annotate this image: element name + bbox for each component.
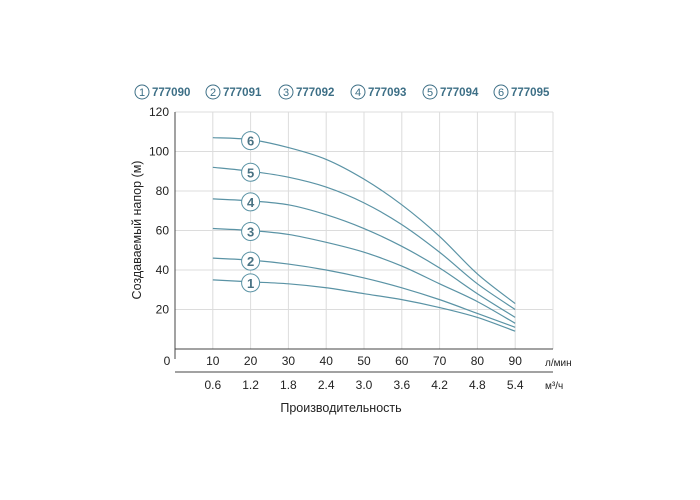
curve-label-number: 2: [247, 254, 254, 269]
curve-label-circle: [241, 162, 261, 182]
x-tick-label-primary: 70: [433, 354, 447, 368]
y-tick-label: 80: [156, 184, 170, 198]
curves: [212, 137, 516, 332]
legend-marker: [134, 84, 150, 100]
y-axis-title: Создаваемый напор (м): [130, 161, 144, 300]
legend-marker: [350, 84, 366, 100]
x-tick-label-secondary: 5.4: [507, 378, 524, 392]
curve-label-number: 6: [247, 134, 254, 149]
x-tick-label-primary: 60: [395, 354, 409, 368]
x-tick-label-primary: 90: [509, 354, 523, 368]
x-tick-label-secondary: 4.2: [431, 378, 448, 392]
x-tick-label-primary: 30: [282, 354, 296, 368]
legend-index: 2: [210, 87, 216, 99]
y-tick-label: 40: [156, 263, 170, 277]
x-tick-label-secondary: 3.0: [356, 378, 373, 392]
x-tick-label-primary: 80: [471, 354, 485, 368]
grid: [175, 111, 554, 349]
performance-curve-3: [212, 227, 516, 324]
x-unit-primary: л/мин: [545, 358, 572, 369]
curve-label-circle: [241, 222, 261, 241]
curve-label-number: 3: [247, 225, 254, 240]
x-tick-label-secondary: 2.4: [318, 378, 335, 392]
x-tick-label-primary: 40: [320, 354, 334, 368]
legend-index: 6: [498, 87, 504, 99]
legend-entry: 777091: [223, 87, 262, 99]
legend-marker: [278, 84, 294, 100]
x-tick-label-secondary: 0.6: [204, 378, 221, 392]
legend-index: 3: [283, 87, 289, 99]
legend-entry: 777094: [440, 87, 479, 99]
legend-marker: [493, 84, 509, 100]
x-tick-label-secondary: 1.2: [242, 378, 259, 392]
x-tick-label-primary: 20: [244, 354, 258, 368]
legend-entry: 777092: [296, 87, 334, 99]
legend-entry: 777090: [152, 87, 190, 99]
x-axis-title: Производительность: [280, 401, 401, 415]
legend-index: 1: [139, 87, 145, 99]
y-tick-label: 60: [156, 224, 170, 238]
legend-entry: 777095: [511, 87, 550, 99]
legend: 1 777090 2 777091 3 777092 4 777093 5 777094 6 7770…: [134, 84, 550, 100]
performance-curve-1: [212, 279, 516, 332]
x-tick-label-secondary: 4.8: [469, 378, 486, 392]
curve-label-number: 1: [247, 276, 254, 291]
performance-curve-5: [212, 166, 516, 310]
y-tick-label: 20: [156, 303, 170, 317]
curve-label-circle: [241, 273, 261, 293]
y-tick-label: 120: [149, 105, 169, 119]
x-tick-label-primary: 10: [206, 354, 220, 368]
legend-marker: [422, 84, 438, 100]
y-tick-label: 100: [149, 145, 169, 159]
curve-label-number: 5: [247, 165, 254, 180]
curve-label-circle: [241, 192, 261, 212]
x-tick-label-secondary: 3.6: [393, 378, 410, 392]
curve-label-circle: [241, 131, 261, 151]
x-tick-label-primary: 50: [357, 354, 371, 368]
x-unit-secondary: м³/ч: [545, 381, 563, 392]
x-tick-label-secondary: 1.8: [280, 378, 297, 392]
axes: 20406080100120100.6201.2301.8402.4503.06…: [149, 105, 553, 392]
legend-index: 5: [427, 87, 433, 99]
performance-curve-6: [212, 137, 516, 305]
zero-label: 0: [164, 354, 171, 368]
curve-labels: 1 2 3 4 5 6: [241, 131, 261, 293]
legend-entry: 777093: [368, 87, 406, 99]
performance-curve-4: [212, 198, 516, 318]
legend-index: 4: [355, 87, 361, 99]
curve-label-circle: [241, 251, 261, 271]
performance-curve-2: [212, 257, 516, 328]
curve-label-number: 4: [247, 195, 255, 210]
legend-marker: [205, 84, 221, 100]
